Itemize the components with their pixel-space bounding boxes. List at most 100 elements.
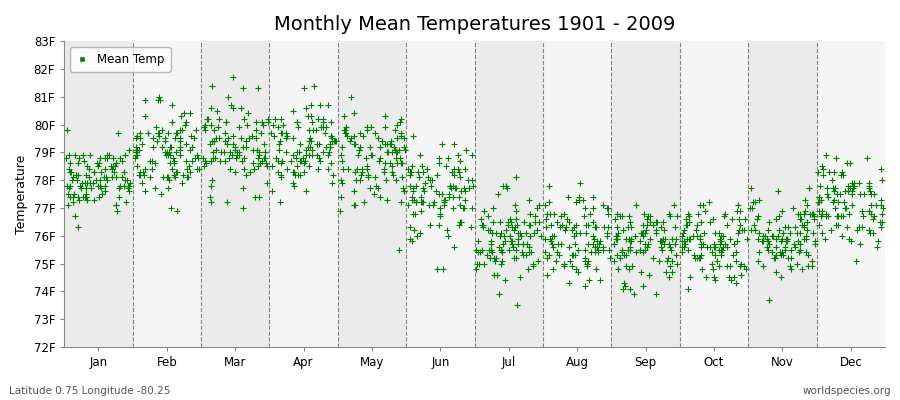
Point bbox=[163, 205, 177, 211]
Point bbox=[657, 227, 671, 233]
Point bbox=[582, 210, 597, 217]
Point bbox=[766, 232, 780, 239]
Point bbox=[508, 202, 523, 208]
Point bbox=[743, 205, 758, 211]
Point bbox=[184, 144, 199, 150]
Point bbox=[410, 168, 425, 175]
Point bbox=[820, 191, 834, 197]
Point bbox=[491, 191, 506, 197]
Point bbox=[82, 166, 96, 172]
Point bbox=[633, 238, 647, 244]
Point bbox=[677, 244, 691, 250]
Point bbox=[228, 168, 242, 175]
Point bbox=[398, 146, 412, 153]
Point bbox=[386, 144, 400, 150]
Point bbox=[844, 188, 859, 194]
Point bbox=[572, 230, 587, 236]
Point bbox=[132, 135, 147, 142]
Point bbox=[815, 166, 830, 172]
Point bbox=[696, 202, 710, 208]
Point bbox=[845, 185, 859, 192]
Point bbox=[186, 135, 201, 142]
Point bbox=[871, 238, 886, 244]
Point bbox=[534, 232, 548, 239]
Point bbox=[228, 144, 242, 150]
Point bbox=[616, 227, 630, 233]
Point bbox=[718, 241, 733, 247]
Point bbox=[483, 238, 498, 244]
Point bbox=[661, 255, 675, 261]
Point bbox=[577, 213, 591, 220]
Point bbox=[392, 246, 407, 253]
Point bbox=[622, 213, 636, 220]
Point bbox=[783, 266, 797, 272]
Point bbox=[384, 149, 399, 156]
Point bbox=[290, 118, 304, 125]
Point bbox=[493, 232, 508, 239]
Point bbox=[624, 238, 638, 244]
Point bbox=[153, 96, 167, 103]
Point bbox=[302, 144, 317, 150]
Point bbox=[130, 132, 144, 139]
Point bbox=[384, 141, 399, 147]
Point bbox=[166, 160, 181, 167]
Point bbox=[714, 238, 728, 244]
Point bbox=[416, 199, 430, 206]
Point bbox=[135, 180, 149, 186]
Point bbox=[705, 260, 719, 267]
Point bbox=[211, 108, 225, 114]
Point bbox=[109, 174, 123, 180]
Point bbox=[297, 160, 311, 167]
Point bbox=[129, 146, 143, 153]
Point bbox=[285, 135, 300, 142]
Point bbox=[299, 188, 313, 194]
Point bbox=[269, 155, 284, 161]
Point bbox=[363, 144, 377, 150]
Point bbox=[221, 135, 236, 142]
Point bbox=[146, 135, 160, 142]
Point bbox=[713, 241, 727, 247]
Point bbox=[447, 185, 462, 192]
Point bbox=[752, 196, 766, 203]
Point bbox=[484, 249, 499, 256]
Point bbox=[730, 230, 744, 236]
Point bbox=[544, 238, 558, 244]
Point bbox=[513, 230, 527, 236]
Point bbox=[200, 116, 214, 122]
Point bbox=[431, 155, 446, 161]
Point bbox=[173, 146, 187, 153]
Point bbox=[110, 208, 124, 214]
Point bbox=[713, 238, 727, 244]
Point bbox=[393, 116, 408, 122]
Point bbox=[677, 227, 691, 233]
Point bbox=[300, 152, 314, 158]
Point bbox=[248, 135, 263, 142]
Point bbox=[278, 130, 293, 136]
Point bbox=[610, 235, 625, 242]
Point bbox=[266, 121, 280, 128]
Point bbox=[347, 110, 362, 117]
Point bbox=[176, 110, 191, 117]
Point bbox=[550, 219, 564, 225]
Point bbox=[686, 232, 700, 239]
Point bbox=[519, 230, 534, 236]
Point bbox=[68, 152, 82, 158]
Point bbox=[79, 194, 94, 200]
Point bbox=[569, 199, 583, 206]
Point bbox=[324, 132, 338, 139]
Point bbox=[415, 163, 429, 170]
Point bbox=[461, 177, 475, 183]
Point bbox=[523, 222, 537, 228]
Point bbox=[862, 208, 877, 214]
Point bbox=[261, 116, 275, 122]
Point bbox=[700, 244, 715, 250]
Point bbox=[392, 155, 407, 161]
Point bbox=[487, 272, 501, 278]
Point bbox=[168, 168, 183, 175]
Point bbox=[356, 168, 370, 175]
Point bbox=[788, 224, 802, 231]
Point bbox=[274, 130, 288, 136]
Point bbox=[798, 235, 813, 242]
Point bbox=[586, 219, 600, 225]
Point bbox=[821, 194, 835, 200]
